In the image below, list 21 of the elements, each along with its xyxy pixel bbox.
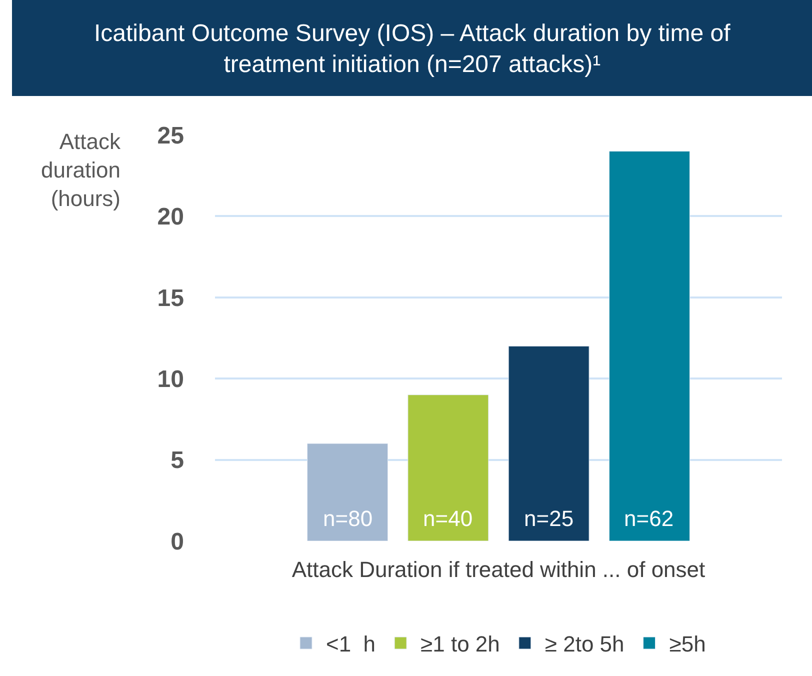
chart-title: Icatibant Outcome Survey (IOS) – Attack duration by time of treatment initiation (n=207 attacks)¹	[94, 20, 731, 78]
annotation: n=40	[423, 506, 473, 531]
legend-label: <1 h	[326, 632, 376, 657]
annotation: n=25	[524, 506, 574, 531]
bar	[307, 443, 388, 541]
legend-label: ≥5h	[669, 632, 706, 657]
annotation: n=62	[624, 506, 674, 531]
y-tick-label: 25	[157, 122, 184, 150]
legend-label: ≥1 to 2h	[420, 632, 500, 657]
y-tick-label: 0	[170, 528, 184, 556]
bar	[608, 150, 690, 541]
x-axis-title: Attack Duration if treated within ... of onset	[292, 556, 706, 582]
y-tick-label: 5	[170, 447, 184, 474]
y-tick-label: 20	[157, 204, 184, 231]
legend-label: ≥ 2to 5h	[544, 632, 624, 657]
y-tick-label: 15	[157, 284, 184, 312]
y-tick-label: 10	[157, 366, 184, 393]
y-axis-title: Attack duration (hours)	[41, 129, 122, 212]
bar	[508, 346, 590, 541]
bar	[408, 394, 489, 541]
annotation: n=80	[323, 506, 373, 531]
